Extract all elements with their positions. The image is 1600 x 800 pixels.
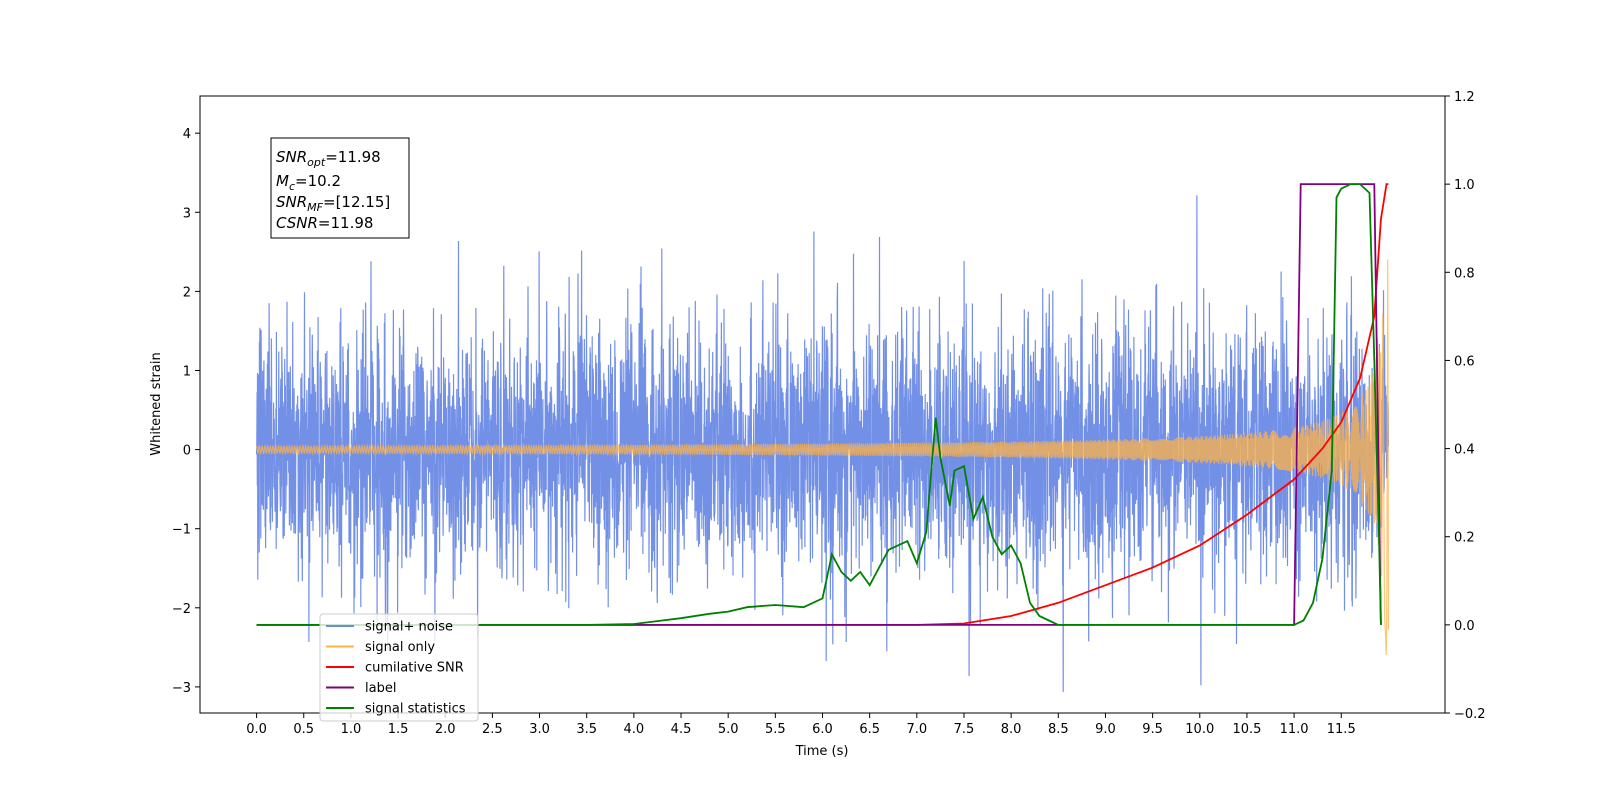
y-axis-right: −0.2 0.0 0.2 0.4 0.6 0.8 1.0 1.2	[1445, 90, 1486, 722]
y-left-tick-label: −3	[172, 681, 191, 696]
legend-label: cumilative SNR	[365, 661, 464, 676]
x-tick-label: 1.0	[341, 722, 362, 737]
y-left-tick-label: 0	[183, 444, 191, 459]
annotation-snr-opt: SNRopt=11.98	[276, 148, 381, 169]
x-tick-label: 2.5	[482, 722, 503, 737]
x-axis-label: Time (s)	[795, 744, 849, 759]
x-tick-label: 5.0	[718, 722, 739, 737]
x-tick-label: 10.5	[1232, 722, 1261, 737]
y-right-tick-label: 1.2	[1454, 90, 1475, 105]
legend-label: signal statistics	[365, 702, 466, 717]
y-right-tick-label: 0.6	[1454, 354, 1475, 369]
x-tick-label: 6.5	[859, 722, 880, 737]
series-signal-noise	[256, 195, 1389, 692]
x-tick-label: 11.0	[1280, 722, 1309, 737]
y-left-tick-label: 4	[183, 127, 191, 142]
x-tick-label: 7.5	[954, 722, 975, 737]
legend-label: signal only	[365, 640, 435, 655]
y-left-tick-label: 2	[183, 285, 191, 300]
y-left-tick-label: 1	[183, 364, 191, 379]
y-left-tick-label: 3	[183, 206, 191, 221]
legend-label: signal+ noise	[365, 620, 453, 635]
x-tick-label: 8.5	[1048, 722, 1069, 737]
x-axis: 0.0 0.5 1.0 1.5 2.0 2.5 3.0 3.5 4.0 4.5 5.0 5.5 6.0 6…	[246, 713, 1356, 737]
series-layer	[256, 183, 1389, 692]
x-tick-label: 3.5	[576, 722, 597, 737]
x-tick-label: 0.5	[293, 722, 314, 737]
x-tick-label: 11.5	[1327, 722, 1356, 737]
y-right-tick-label: −0.2	[1454, 707, 1486, 722]
x-tick-label: 9.5	[1142, 722, 1163, 737]
y-right-tick-label: 1.0	[1454, 178, 1475, 193]
x-tick-label: 1.5	[388, 722, 409, 737]
y-right-tick-label: 0.8	[1454, 266, 1475, 281]
x-tick-label: 4.5	[671, 722, 692, 737]
annotation-csnr: CSNR=11.98	[276, 214, 373, 232]
x-tick-label: 3.0	[529, 722, 550, 737]
x-tick-label: 7.0	[906, 722, 927, 737]
x-tick-label: 5.5	[765, 722, 786, 737]
series-signal-only	[256, 259, 1389, 655]
y-right-tick-label: 0.0	[1454, 619, 1475, 634]
x-tick-label: 9.0	[1095, 722, 1116, 737]
series-label	[256, 183, 1382, 626]
series-signal-statistics	[256, 183, 1382, 626]
x-tick-label: 6.0	[812, 722, 833, 737]
y-axis-label-left: Whitened strain	[149, 352, 164, 455]
annotation-box: SNRopt=11.98 Mc=10.2 SNRMF=[12.15] CSNR=…	[270, 137, 410, 239]
x-tick-label: 2.0	[435, 722, 456, 737]
annotation-mc: Mc=10.2	[276, 172, 341, 193]
legend-label: label	[365, 681, 396, 696]
y-left-tick-label: −2	[172, 602, 191, 617]
x-tick-label: 8.0	[1001, 722, 1022, 737]
x-tick-label: 0.0	[246, 722, 267, 737]
x-tick-label: 10.0	[1185, 722, 1214, 737]
y-right-tick-label: 0.4	[1454, 443, 1475, 458]
y-right-tick-label: 0.2	[1454, 531, 1475, 546]
legend: signal+ noise signal only cumilative SNR la…	[319, 613, 479, 722]
y-axis-left: −3 −2 −1 0 1 2 3 4	[172, 127, 200, 696]
x-tick-label: 4.0	[624, 722, 645, 737]
y-left-tick-label: −1	[172, 523, 191, 538]
annotation-snr-mf: SNRMF=[12.15]	[276, 193, 390, 214]
